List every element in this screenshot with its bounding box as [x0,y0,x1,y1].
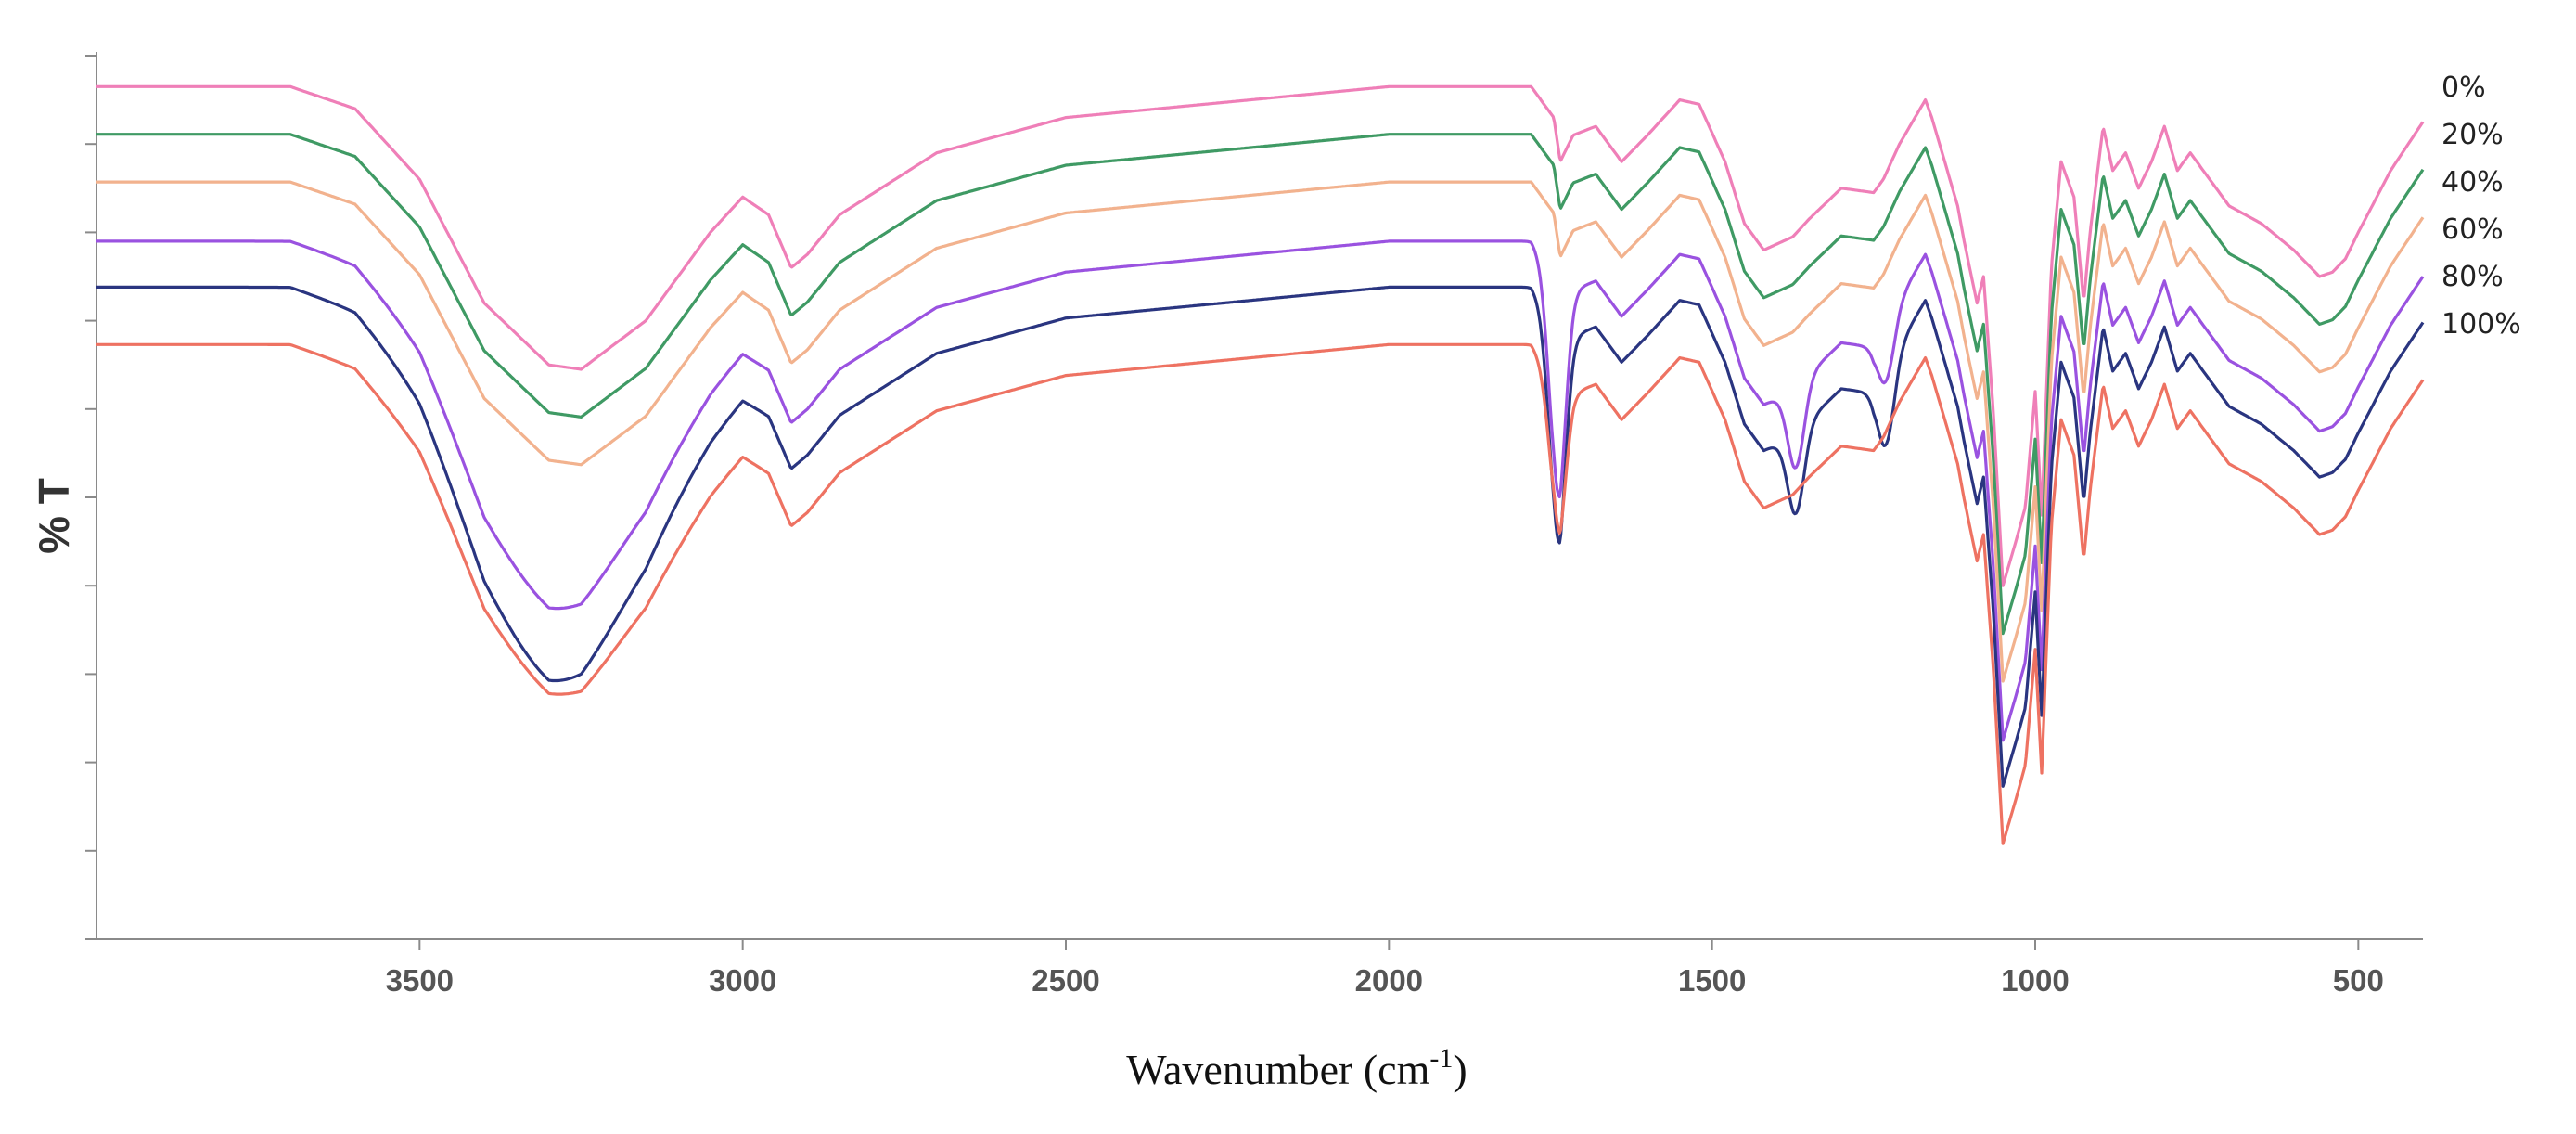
y-ticks [85,55,96,940]
series-line [96,180,2425,683]
series-line [96,84,2425,587]
x-tick-label: 3000 [709,963,776,998]
legend: 0% 20% 40% 60% 80% 100% [2441,71,2521,341]
x-axis-title-sup: -1 [1429,1043,1453,1074]
x-axis-title: Wavenumber (cm-1) [1126,1043,1467,1093]
legend-label: 40% [2441,166,2504,199]
axes: 3500 3000 2500 2000 1500 1000 500 [85,52,2423,998]
legend-label: 20% [2441,119,2504,151]
x-tick-label: 2500 [1032,963,1099,998]
x-tick-label: 1500 [1678,963,1746,998]
series-line [96,133,2425,636]
series-line [96,239,2425,742]
x-tick-label: 500 [2333,963,2384,998]
x-axis-title-end: ) [1453,1046,1467,1093]
legend-label: 80% [2441,261,2504,293]
x-tick-label: 1000 [2001,963,2069,998]
series-line [96,342,2425,845]
x-ticks: 3500 3000 2500 2000 1500 1000 500 [386,939,2384,998]
x-tick-label: 3500 [386,963,454,998]
legend-label: 60% [2441,213,2504,246]
series-line [96,285,2425,788]
series-layer [96,84,2425,845]
x-tick-label: 2000 [1355,963,1423,998]
y-axis-title: % T [30,478,78,554]
x-axis-title-main: Wavenumber (cm [1126,1046,1429,1093]
legend-label: 0% [2441,71,2486,104]
legend-label: 100% [2441,308,2521,341]
